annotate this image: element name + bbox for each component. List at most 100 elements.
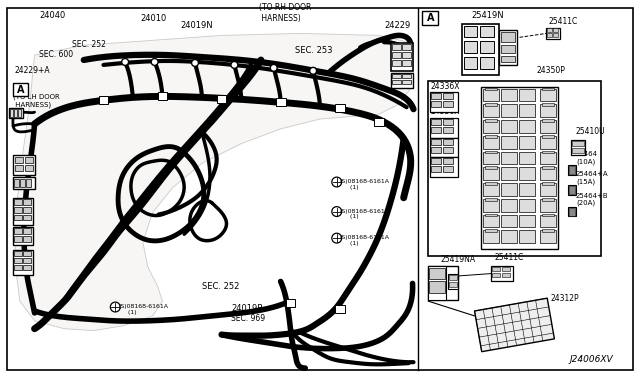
Bar: [481, 87, 558, 249]
Bar: [443, 158, 453, 164]
Bar: [23, 199, 31, 205]
Bar: [449, 282, 457, 287]
Text: 25419NA: 25419NA: [440, 255, 476, 264]
Bar: [14, 215, 22, 221]
Bar: [483, 89, 499, 101]
Bar: [572, 148, 584, 153]
Text: SEC. 252: SEC. 252: [72, 40, 106, 49]
Bar: [519, 151, 534, 164]
Text: 25411C: 25411C: [494, 253, 524, 262]
Bar: [501, 89, 517, 101]
Bar: [374, 118, 384, 126]
Bar: [483, 151, 499, 164]
Bar: [428, 266, 458, 300]
Bar: [540, 120, 556, 133]
Text: SEC. 600: SEC. 600: [40, 50, 74, 59]
Text: (S)08168-6161A
     (1): (S)08168-6161A (1): [340, 209, 390, 219]
Bar: [443, 166, 453, 172]
Bar: [501, 183, 517, 196]
Text: 24336X: 24336X: [430, 147, 460, 155]
Bar: [391, 73, 413, 87]
Circle shape: [270, 64, 277, 71]
Bar: [540, 151, 556, 164]
Bar: [540, 215, 556, 227]
Bar: [431, 166, 441, 172]
Text: 24010: 24010: [141, 14, 167, 23]
Bar: [485, 87, 497, 90]
Bar: [492, 267, 500, 270]
Bar: [431, 139, 441, 145]
Text: (TO RH DOOR
 HARNESS): (TO RH DOOR HARNESS): [259, 3, 311, 23]
Bar: [501, 151, 517, 164]
Bar: [23, 206, 31, 212]
Text: (TO LH DOOR
 HARNESS): (TO LH DOOR HARNESS): [13, 94, 60, 108]
Bar: [501, 136, 517, 148]
Bar: [502, 267, 510, 270]
Bar: [519, 215, 534, 227]
Bar: [483, 167, 499, 180]
Bar: [519, 183, 534, 196]
Bar: [429, 282, 445, 293]
Bar: [429, 268, 445, 279]
Text: 24040: 24040: [40, 11, 66, 20]
Bar: [483, 104, 499, 117]
Bar: [501, 45, 515, 53]
Text: 25419N: 25419N: [472, 11, 504, 20]
Bar: [501, 120, 517, 133]
Bar: [540, 167, 556, 180]
Bar: [443, 139, 453, 145]
Bar: [25, 157, 33, 163]
Bar: [543, 119, 554, 122]
Bar: [430, 118, 458, 138]
Bar: [519, 136, 534, 148]
Bar: [501, 104, 517, 117]
Bar: [543, 229, 554, 232]
Bar: [13, 83, 28, 96]
Bar: [540, 89, 556, 101]
Bar: [569, 186, 575, 194]
Bar: [335, 305, 344, 313]
Bar: [543, 103, 554, 106]
Bar: [481, 57, 494, 69]
Bar: [519, 167, 534, 180]
Bar: [285, 299, 296, 307]
Text: 24350P: 24350P: [536, 66, 565, 75]
Bar: [23, 228, 31, 234]
Bar: [553, 33, 558, 37]
Bar: [23, 215, 31, 221]
Bar: [428, 266, 446, 300]
Text: 24336X: 24336X: [430, 107, 460, 116]
Text: 24336X: 24336X: [430, 81, 460, 90]
Bar: [449, 275, 457, 280]
Bar: [335, 104, 344, 112]
Text: 24019N: 24019N: [180, 20, 213, 29]
Circle shape: [332, 233, 342, 243]
Bar: [402, 80, 410, 84]
Bar: [543, 151, 554, 154]
Bar: [481, 26, 494, 37]
Bar: [485, 119, 497, 122]
Bar: [392, 74, 401, 78]
Text: (S)08168-6161A
     (1): (S)08168-6161A (1): [340, 179, 390, 190]
Bar: [23, 236, 31, 242]
Bar: [431, 147, 441, 153]
Bar: [485, 198, 497, 201]
Bar: [14, 199, 22, 205]
Bar: [464, 41, 477, 53]
Bar: [483, 183, 499, 196]
Text: 24019R: 24019R: [232, 304, 264, 313]
Bar: [402, 74, 410, 78]
Text: SEC. 969: SEC. 969: [232, 314, 266, 323]
Bar: [431, 93, 441, 99]
Bar: [485, 182, 497, 185]
Bar: [18, 109, 20, 117]
Bar: [13, 250, 33, 275]
Bar: [23, 258, 31, 263]
Bar: [483, 215, 499, 227]
Bar: [540, 136, 556, 148]
Text: SEC. 253: SEC. 253: [296, 46, 333, 55]
Bar: [483, 230, 499, 243]
Bar: [402, 60, 410, 66]
Bar: [519, 199, 534, 212]
Bar: [485, 103, 497, 106]
